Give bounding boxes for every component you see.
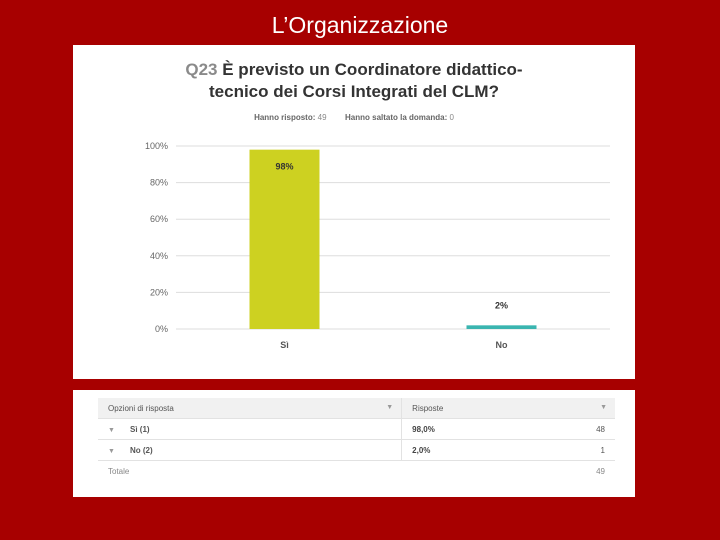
y-tick-label: 40% xyxy=(150,251,168,261)
response-table-panel: Opzioni di risposta ▼ Risposte ▼ ▼ Sì (1)… xyxy=(73,390,635,497)
option-percent: 98,0% xyxy=(401,418,586,440)
response-table: Opzioni di risposta ▼ Risposte ▼ ▼ Sì (1)… xyxy=(98,398,615,481)
skipped-value: 0 xyxy=(449,113,454,122)
answered-value: 49 xyxy=(317,113,327,122)
chart-panel: Q23 È previsto un Coordinatore didattico… xyxy=(73,45,635,379)
question-text-line2: tecnico dei Corsi Integrati del CLM? xyxy=(209,82,499,101)
data-label: 98% xyxy=(275,162,293,172)
question-title: Q23 È previsto un Coordinatore didattico… xyxy=(73,59,635,103)
column-header-options[interactable]: Opzioni di risposta ▼ xyxy=(98,398,402,419)
bar xyxy=(466,325,537,329)
option-percent: 2,0% xyxy=(401,439,586,461)
data-label: 2% xyxy=(495,300,508,310)
question-number: Q23 xyxy=(185,60,218,79)
bar xyxy=(249,149,320,329)
option-count: 48 xyxy=(585,418,615,440)
total-label: Totale xyxy=(108,466,130,476)
option-label: Sì (1) xyxy=(130,424,150,434)
question-text-line1: È previsto un Coordinatore didattico- xyxy=(222,60,523,79)
column-header-responses[interactable]: Risposte ▼ xyxy=(401,398,615,419)
y-tick-label: 20% xyxy=(150,287,168,297)
total-value: 49 xyxy=(596,466,605,476)
table-header-row: Opzioni di risposta ▼ Risposte ▼ xyxy=(98,398,615,419)
expand-triangle-icon[interactable]: ▼ xyxy=(108,426,115,434)
skipped-label: Hanno saltato la domanda: xyxy=(345,113,448,122)
sort-triangle-icon[interactable]: ▼ xyxy=(600,403,607,411)
y-tick-label: 100% xyxy=(145,141,168,151)
x-tick-label: No xyxy=(496,340,508,350)
answered-label: Hanno risposto: xyxy=(254,113,316,122)
table-row: ▼ Sì (1) 98,0% 48 xyxy=(98,418,615,440)
option-label: No (2) xyxy=(130,445,153,455)
bar-chart: 100% 80% 60% 40% 20% 0% 98% Sì 2% No xyxy=(145,141,610,350)
expand-triangle-icon[interactable]: ▼ xyxy=(108,447,115,455)
question-stats: Hanno risposto: 49 Hanno saltato la doma… xyxy=(73,113,635,122)
table-row: ▼ No (2) 2,0% 1 xyxy=(98,439,615,461)
y-tick-label: 60% xyxy=(150,214,168,224)
y-tick-label: 0% xyxy=(155,324,168,334)
y-tick-label: 80% xyxy=(150,178,168,188)
table-total-row: Totale 49 xyxy=(98,461,615,482)
sort-triangle-icon[interactable]: ▼ xyxy=(386,403,394,411)
option-count: 1 xyxy=(585,439,615,461)
x-tick-label: Sì xyxy=(280,340,289,350)
slide-title: L’Organizzazione xyxy=(271,12,449,38)
